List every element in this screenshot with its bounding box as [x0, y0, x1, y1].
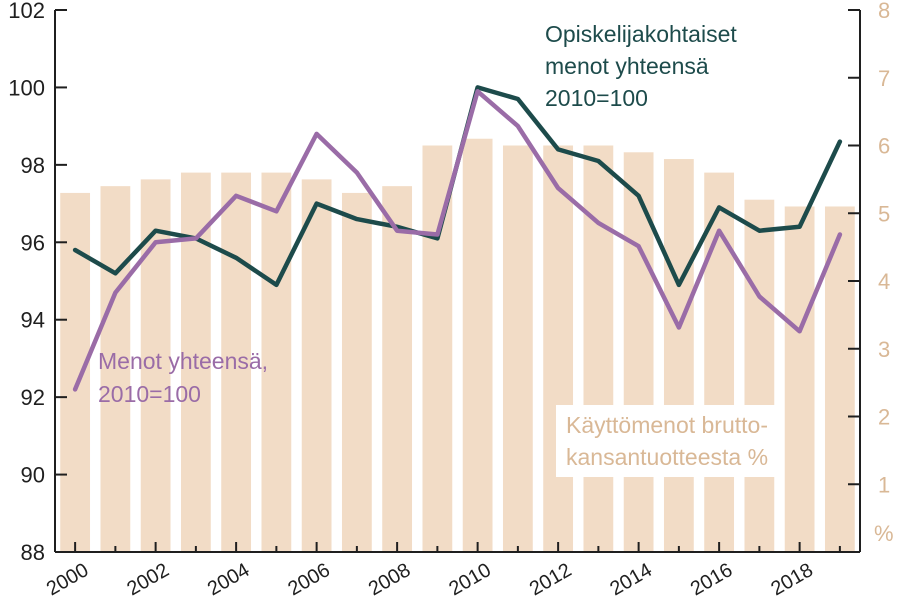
lines-layer: [72, 85, 843, 392]
series-1-point-2006: [315, 202, 318, 205]
series1-label-line3: 2010=100: [545, 85, 648, 111]
y-right-tick-8: 8: [878, 0, 890, 23]
series-1-point-2011: [516, 97, 520, 101]
bars-label-line1: Käyttömenot brutto-: [566, 412, 768, 438]
series-1-point-2007: [355, 217, 359, 221]
y-right-tick-3: 3: [878, 337, 890, 362]
bar-2004: [221, 172, 252, 552]
series-2-point-2005: [275, 210, 278, 213]
x-tick-2014: 2014: [606, 559, 656, 600]
bars-label-background: [556, 405, 782, 477]
x-tick-2010: 2010: [445, 559, 495, 600]
bars-layer: [60, 138, 855, 553]
x-tick-2000: 2000: [43, 559, 93, 600]
series-line-2: [72, 89, 843, 392]
series-1-point-2004: [234, 256, 238, 259]
series-2-point-2019: [838, 233, 842, 236]
series-1-point-2002: [154, 229, 157, 232]
y-left-tick-92: 92: [21, 385, 45, 410]
x-tick-2012: 2012: [526, 559, 576, 600]
y-right-tick-7: 7: [878, 66, 890, 91]
x-tick-2004: 2004: [204, 559, 254, 600]
series-2-point-2013: [597, 221, 600, 225]
bar-2010: [462, 138, 493, 552]
bar-2006: [301, 179, 332, 552]
series-1-point-2009: [436, 237, 439, 240]
series-2-point-2008: [395, 229, 399, 232]
bars-label-line2: kansantuotteesta %: [566, 444, 768, 470]
x-tick-2018: 2018: [767, 559, 817, 600]
x-tick-2006: 2006: [284, 559, 334, 600]
bar-2007: [341, 192, 372, 553]
axes-layer: [54, 9, 861, 553]
series-1-point-2016: [717, 206, 721, 209]
y-left-tick-98: 98: [21, 153, 45, 178]
series1-label-line2: menot yhteensä: [545, 53, 709, 79]
series-2-point-2000: [73, 388, 77, 391]
series-2-point-2010: [476, 90, 479, 93]
series-1-point-2018: [798, 225, 801, 228]
series-2-point-2012: [556, 186, 560, 190]
bar-2001: [100, 186, 131, 552]
series-1-point-2001: [114, 272, 117, 275]
y-left-tick-94: 94: [21, 308, 45, 333]
series-1-point-2012: [556, 148, 560, 151]
y-right-tick-6: 6: [878, 134, 890, 159]
series-2-point-2014: [637, 244, 640, 248]
y-right-tick-1: 1: [878, 472, 890, 497]
y-right-tick-2: 2: [878, 405, 890, 430]
bar-2011: [502, 145, 533, 552]
y-left-tick-90: 90: [21, 463, 45, 488]
series2-label-line1: Menot yhteensä,: [98, 348, 268, 374]
series-1-point-2019: [838, 140, 842, 143]
series-2-point-2003: [194, 237, 198, 240]
series-2-point-2001: [114, 291, 117, 294]
y-left-tick-88: 88: [21, 540, 45, 565]
series2-label-line2: 2010=100: [98, 381, 201, 407]
bar-2009: [422, 145, 453, 552]
series-1-point-2010: [476, 86, 479, 89]
bar-2014: [623, 152, 654, 552]
series-1-point-2014: [637, 194, 640, 198]
y-left-tick-96: 96: [21, 230, 45, 255]
series-2-point-2006: [315, 132, 318, 136]
x-tick-2002: 2002: [123, 559, 173, 600]
y-left-tick-102: 102: [8, 0, 45, 23]
y-right-tick-4: 4: [878, 269, 890, 294]
bar-2017: [744, 199, 775, 552]
x-tick-2016: 2016: [687, 559, 737, 600]
bar-2013: [583, 145, 614, 552]
series-2-point-2018: [798, 330, 801, 333]
x-tick-2008: 2008: [365, 559, 415, 600]
series-2-point-2017: [758, 295, 761, 298]
bar-2000: [60, 192, 91, 553]
series-1-point-2017: [758, 229, 761, 232]
series-2-point-2007: [355, 171, 359, 174]
series-2-point-2009: [436, 233, 439, 236]
series-1-point-2005: [275, 283, 278, 287]
series-2-point-2015: [677, 326, 681, 329]
bar-2005: [261, 172, 292, 552]
y-left-tick-100: 100: [8, 75, 45, 100]
y-right-unit-label: %: [874, 521, 894, 546]
series1-label-line1: Opiskelijakohtaiset: [545, 21, 737, 47]
series-1-point-2015: [677, 283, 681, 287]
series-2-point-2002: [154, 241, 157, 244]
series-1-point-2000: [73, 248, 77, 252]
bar-2008: [382, 186, 413, 552]
bar-2018: [784, 206, 815, 552]
series-1-point-2013: [597, 159, 600, 163]
series-2-point-2011: [516, 124, 520, 128]
bar-2012: [543, 145, 574, 552]
series-2-point-2016: [717, 229, 721, 232]
y-right-tick-5: 5: [878, 201, 890, 226]
series-2-point-2004: [234, 194, 238, 198]
bar-2015: [663, 159, 694, 553]
